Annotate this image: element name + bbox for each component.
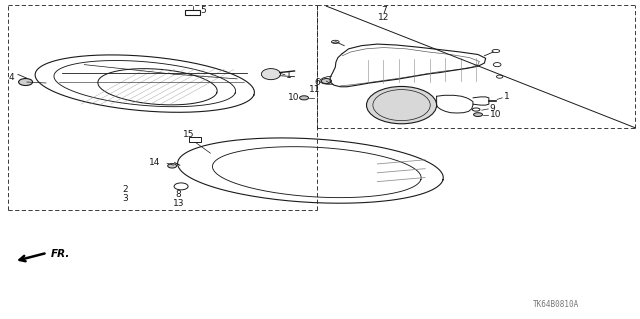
Ellipse shape	[321, 78, 332, 84]
Text: TK64B0810A: TK64B0810A	[532, 300, 579, 309]
Text: 1: 1	[504, 93, 509, 101]
Ellipse shape	[300, 96, 308, 100]
Text: 3: 3	[123, 194, 129, 203]
Text: 4: 4	[9, 73, 15, 82]
Ellipse shape	[261, 69, 280, 80]
Text: 2: 2	[123, 185, 129, 194]
Text: 9: 9	[490, 104, 495, 113]
Text: 5: 5	[200, 6, 206, 15]
Text: 14: 14	[149, 158, 161, 167]
Text: 1: 1	[286, 71, 292, 80]
Text: 6: 6	[314, 78, 320, 87]
Text: 10: 10	[490, 110, 501, 119]
Text: 7: 7	[381, 6, 387, 15]
Ellipse shape	[367, 86, 436, 124]
Text: 8: 8	[175, 190, 181, 199]
FancyBboxPatch shape	[185, 10, 200, 15]
Ellipse shape	[19, 78, 33, 85]
Text: FR.: FR.	[51, 249, 70, 259]
Text: 13: 13	[173, 199, 184, 208]
Ellipse shape	[168, 164, 177, 168]
Text: 12: 12	[378, 13, 389, 22]
Text: 15: 15	[183, 130, 195, 139]
Text: 10: 10	[288, 93, 300, 102]
Text: 11: 11	[308, 85, 320, 94]
FancyBboxPatch shape	[189, 137, 201, 142]
Ellipse shape	[474, 113, 483, 116]
